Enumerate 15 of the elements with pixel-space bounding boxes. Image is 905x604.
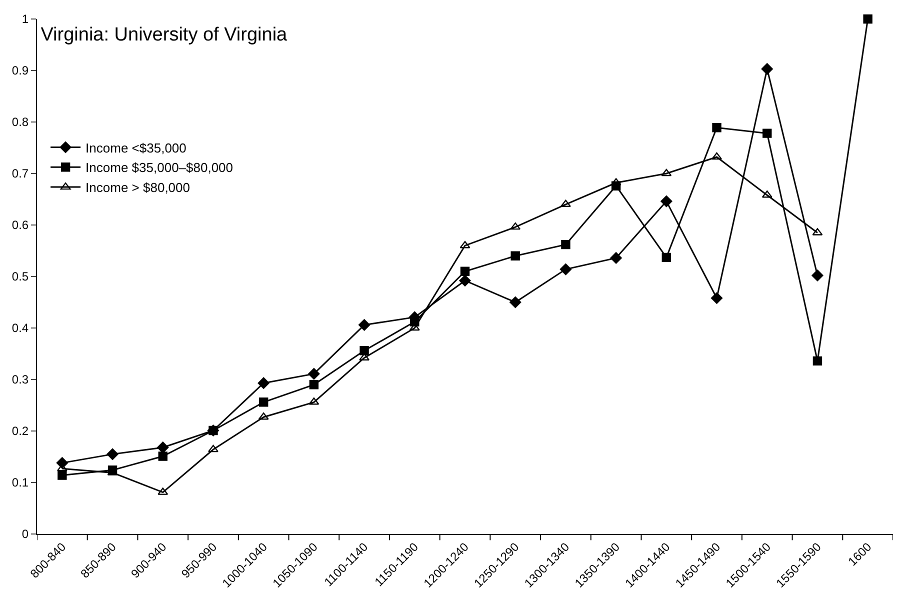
y-tick-label: 0.7 (12, 166, 29, 181)
y-tick-label: 0 (22, 527, 29, 542)
y-tick-label: 0.2 (12, 424, 29, 438)
y-tick-label: 0.4 (12, 321, 29, 336)
y-tick-label: 1 (22, 12, 29, 26)
legend-label: Income $35,000–$80,000 (86, 160, 234, 176)
y-tick-label: 0.6 (12, 218, 29, 232)
y-tick-label: 0.8 (12, 115, 29, 130)
y-tick-label: 0.5 (12, 270, 29, 284)
y-tick-label: 0.3 (12, 372, 29, 387)
y-tick-label: 0.1 (12, 476, 29, 490)
legend-label: Income <$35,000 (86, 140, 186, 156)
chart-title: Virginia: University of Virginia (40, 24, 288, 46)
legend-label: Income > $80,000 (86, 180, 190, 196)
y-tick-label: 0.9 (12, 64, 29, 78)
